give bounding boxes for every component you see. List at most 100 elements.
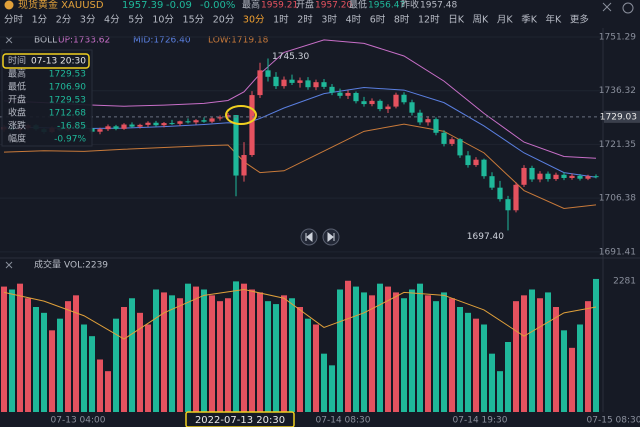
time-axis: 07-13 04:00 07-14 08:30 07-14 19:30 07-15 0… [51, 415, 640, 426]
info-value: 1706.90 [49, 83, 86, 93]
volume-bar [529, 289, 535, 412]
candle-body [225, 115, 231, 118]
volume-bar [113, 318, 119, 412]
candle-body [481, 159, 487, 177]
volume-bar [337, 289, 343, 412]
next-icon [327, 231, 335, 243]
candle-body [393, 94, 399, 107]
volume-bar [497, 371, 503, 412]
volume-bar [169, 295, 175, 412]
candle-body [425, 119, 431, 123]
candle-body [521, 167, 527, 185]
candle-body [561, 174, 567, 178]
period-button[interactable]: 8时 [394, 14, 410, 26]
info-label: 收盘 [8, 107, 26, 119]
info-value: 1729.53 [49, 70, 86, 80]
candle-body [113, 126, 119, 129]
plot: 1751.29 1736.32 1721.35 1706.38 1691.41 1729.… [0, 33, 640, 412]
candle-body [129, 124, 135, 127]
period-button[interactable]: 20分 [213, 15, 235, 26]
volume-bar [225, 298, 231, 412]
close-button[interactable] [602, 2, 612, 12]
period-button[interactable]: 4分 [104, 15, 120, 26]
volume-bar [89, 336, 95, 412]
candle-body [505, 199, 511, 211]
volume-bar [289, 298, 295, 412]
volume-bar [265, 301, 271, 412]
period-button[interactable]: 季K [521, 14, 538, 26]
volume-bar [585, 301, 591, 412]
candle-body [361, 101, 367, 105]
volume-bar [41, 312, 47, 412]
period-button[interactable]: 6时 [370, 14, 386, 26]
open-label: 开盘 [296, 0, 314, 11]
period-button[interactable]: 日K [448, 15, 465, 26]
period-button[interactable]: 1时 [273, 14, 289, 26]
candle-body [497, 187, 503, 200]
volume-bar [537, 298, 543, 412]
candle-body [465, 155, 471, 166]
volume-bar [369, 295, 375, 412]
last-price: 1957.39 [122, 0, 163, 11]
time-label: 07-15 08:30 [587, 416, 640, 426]
volume-bar [177, 298, 183, 412]
volume-bar [569, 347, 575, 412]
candle-body [593, 176, 599, 178]
period-button[interactable]: 更多 [570, 14, 589, 26]
period-button[interactable]: 30分 [243, 15, 265, 26]
period-button[interactable]: 10分 [152, 15, 174, 26]
period-button[interactable]: 4时 [346, 14, 362, 26]
candle-body [161, 123, 167, 126]
info-label: 时间 [8, 55, 26, 67]
candle-body [273, 76, 279, 87]
period-button[interactable]: 3时 [321, 14, 337, 26]
volume-bar [513, 301, 519, 412]
candle-body [289, 79, 295, 83]
highlight-time [185, 411, 295, 427]
info-label: 最高 [8, 68, 26, 80]
candle-body [241, 155, 247, 176]
period-button[interactable]: 5分 [128, 15, 144, 26]
current-price-label: 1729.03 [600, 112, 637, 122]
price-tick-label: 1751.29 [599, 33, 636, 43]
volume-bar [561, 330, 567, 412]
candle-body [345, 92, 351, 96]
candle-body [257, 70, 263, 96]
candle-body [281, 79, 287, 87]
volume-bar [105, 371, 111, 412]
candle-body [377, 100, 383, 110]
period-button[interactable]: 年K [546, 14, 563, 26]
refresh-icon[interactable] [622, 2, 634, 14]
candle-body [185, 121, 191, 123]
period-button[interactable]: 2分 [56, 15, 72, 26]
period-button[interactable]: 月K [497, 15, 514, 26]
highlight-box [2, 53, 90, 69]
period-button[interactable]: 2时 [297, 14, 313, 26]
volume-bar [121, 307, 127, 412]
period-button[interactable]: 15分 [183, 15, 205, 26]
boll-name: BOLL [34, 36, 57, 46]
price-tick-label: 1706.38 [599, 194, 636, 204]
volume-bar [505, 342, 511, 412]
candle-body [209, 118, 215, 122]
period-button[interactable]: 周K [473, 15, 490, 26]
candle-body [145, 122, 151, 125]
volume-bar [257, 292, 263, 412]
period-button[interactable]: 分时 [4, 14, 24, 26]
candle-body [457, 139, 463, 156]
info-label: 幅度 [8, 133, 26, 145]
change-pct: -0.00% [200, 0, 235, 11]
volume-bar [593, 278, 599, 412]
info-value: 07-13 20:30 [31, 57, 86, 67]
volume-bar [361, 292, 367, 412]
toolbar: 分时 1分 2分 3分 4分 5分 10分 15分 20分 30分 1时 2时 3时 4时 6时 8时 12时日… [4, 14, 589, 26]
high-label: 最高 [242, 0, 260, 11]
open-value: 1957.20 [315, 1, 352, 11]
period-button[interactable]: 3分 [80, 15, 96, 26]
period-button[interactable]: 1分 [32, 15, 48, 26]
candle-body [201, 120, 207, 122]
period-button[interactable]: 12时 [418, 14, 440, 26]
volume-bar [129, 298, 135, 412]
volume-max: 2281 [613, 277, 636, 287]
candle-body [569, 175, 575, 178]
